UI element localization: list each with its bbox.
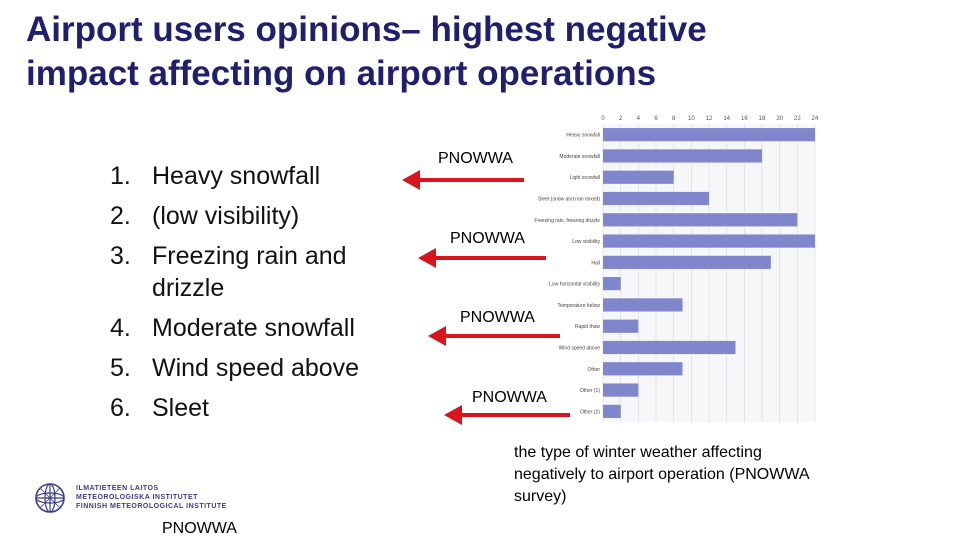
bar xyxy=(603,277,621,291)
arrow-left-icon xyxy=(418,248,546,268)
x-tick-label: 2 xyxy=(619,116,623,122)
arrow-left-icon xyxy=(402,170,524,190)
bar xyxy=(603,234,815,248)
fmi-logo-icon xyxy=(35,483,65,513)
x-tick-label: 6 xyxy=(654,116,658,122)
list-text: (low visibility) xyxy=(152,202,300,230)
list-item: 2. (low visibility) xyxy=(110,196,410,236)
category-label: Low horizontal visibility xyxy=(549,282,600,288)
x-tick-label: 16 xyxy=(741,116,748,122)
logo-text: ILMATIETEEN LAITOS METEOROLOGISKA INSTIT… xyxy=(76,484,227,511)
x-tick-label: 0 xyxy=(601,116,605,122)
category-label: Other (1) xyxy=(580,388,600,394)
list-item: 4. Moderate snowfall xyxy=(110,308,410,348)
bar xyxy=(603,340,736,355)
footer-label: PNOWWA xyxy=(162,520,237,537)
category-label: Other xyxy=(587,367,600,373)
category-label: Sleet (snow and rain mixed) xyxy=(538,197,600,203)
list-item: 5. Wind speed above xyxy=(110,348,410,388)
bar xyxy=(603,319,639,333)
x-tick-label: 22 xyxy=(794,116,801,122)
list-text: Freezing rain and drizzle xyxy=(152,242,347,302)
slide-title: Airport users opinions– highest negative… xyxy=(26,8,936,96)
arrow-left-icon xyxy=(444,405,570,425)
category-label: Temperature below xyxy=(557,303,600,309)
logo-line: METEOROLOGISKA INSTITUTET xyxy=(76,494,198,501)
bar xyxy=(603,404,621,418)
category-label: Low visibility xyxy=(572,239,600,245)
title-line-1: Airport users opinions– highest negative xyxy=(26,10,707,49)
list-text: Wind speed above xyxy=(152,354,360,382)
category-label: Hail xyxy=(591,260,600,266)
list-number: 3. xyxy=(110,242,131,270)
category-label: Light snowfall xyxy=(570,175,600,181)
category-label: Rapid thaw xyxy=(575,324,600,330)
chart-caption: the type of winter weather affecting neg… xyxy=(514,444,809,505)
list-number: 6. xyxy=(110,394,131,422)
list-item: 6. Sleet xyxy=(110,388,410,428)
list-text: Heavy snowfall xyxy=(152,162,321,190)
logo-line: ILMATIETEEN LAITOS xyxy=(76,485,159,492)
x-tick-label: 12 xyxy=(706,116,713,122)
list-number: 1. xyxy=(110,162,131,190)
list-text: Moderate snowfall xyxy=(152,314,355,342)
category-label: Heavy snowfall xyxy=(566,133,600,139)
list-item: 3. Freezing rain and drizzle xyxy=(110,236,410,308)
bar xyxy=(603,149,762,163)
x-tick-label: 24 xyxy=(812,116,819,122)
bar xyxy=(603,170,674,184)
list-number: 5. xyxy=(110,354,131,382)
title-line-2: impact affecting on airport operations xyxy=(26,54,657,93)
category-label: Moderate snowfall xyxy=(559,154,600,160)
category-label: Wind speed above xyxy=(559,346,601,352)
arrow-left-icon xyxy=(428,326,560,346)
pnowwa-label: PNOWWA xyxy=(450,230,525,247)
category-label: Other (2) xyxy=(580,409,600,415)
list-number: 2. xyxy=(110,202,131,230)
bar xyxy=(603,213,798,227)
x-tick-label: 20 xyxy=(776,116,783,122)
x-tick-label: 8 xyxy=(672,116,676,122)
pnowwa-label: PNOWWA xyxy=(472,389,547,406)
bar xyxy=(603,298,683,312)
x-tick-label: 18 xyxy=(759,116,766,122)
logo-line: FINNISH METEOROLOGICAL INSTITUTE xyxy=(76,503,227,510)
bar xyxy=(603,383,639,397)
bar xyxy=(603,191,709,206)
x-tick-label: 4 xyxy=(637,116,641,122)
x-tick-label: 14 xyxy=(723,116,730,122)
bar xyxy=(603,128,815,142)
ranking-list: 1. Heavy snowfall 2. (low visibility) 3. Fr… xyxy=(110,156,410,428)
list-text: Sleet xyxy=(152,394,209,422)
pnowwa-label: PNOWWA xyxy=(438,150,513,167)
pnowwa-label: PNOWWA xyxy=(460,309,535,326)
bar xyxy=(603,255,771,269)
x-tick-label: 10 xyxy=(688,116,695,122)
list-number: 4. xyxy=(110,314,131,342)
bar xyxy=(603,362,683,376)
list-item: 1. Heavy snowfall xyxy=(110,156,410,196)
category-label: Freezing rain, freezing drizzle xyxy=(534,218,600,224)
